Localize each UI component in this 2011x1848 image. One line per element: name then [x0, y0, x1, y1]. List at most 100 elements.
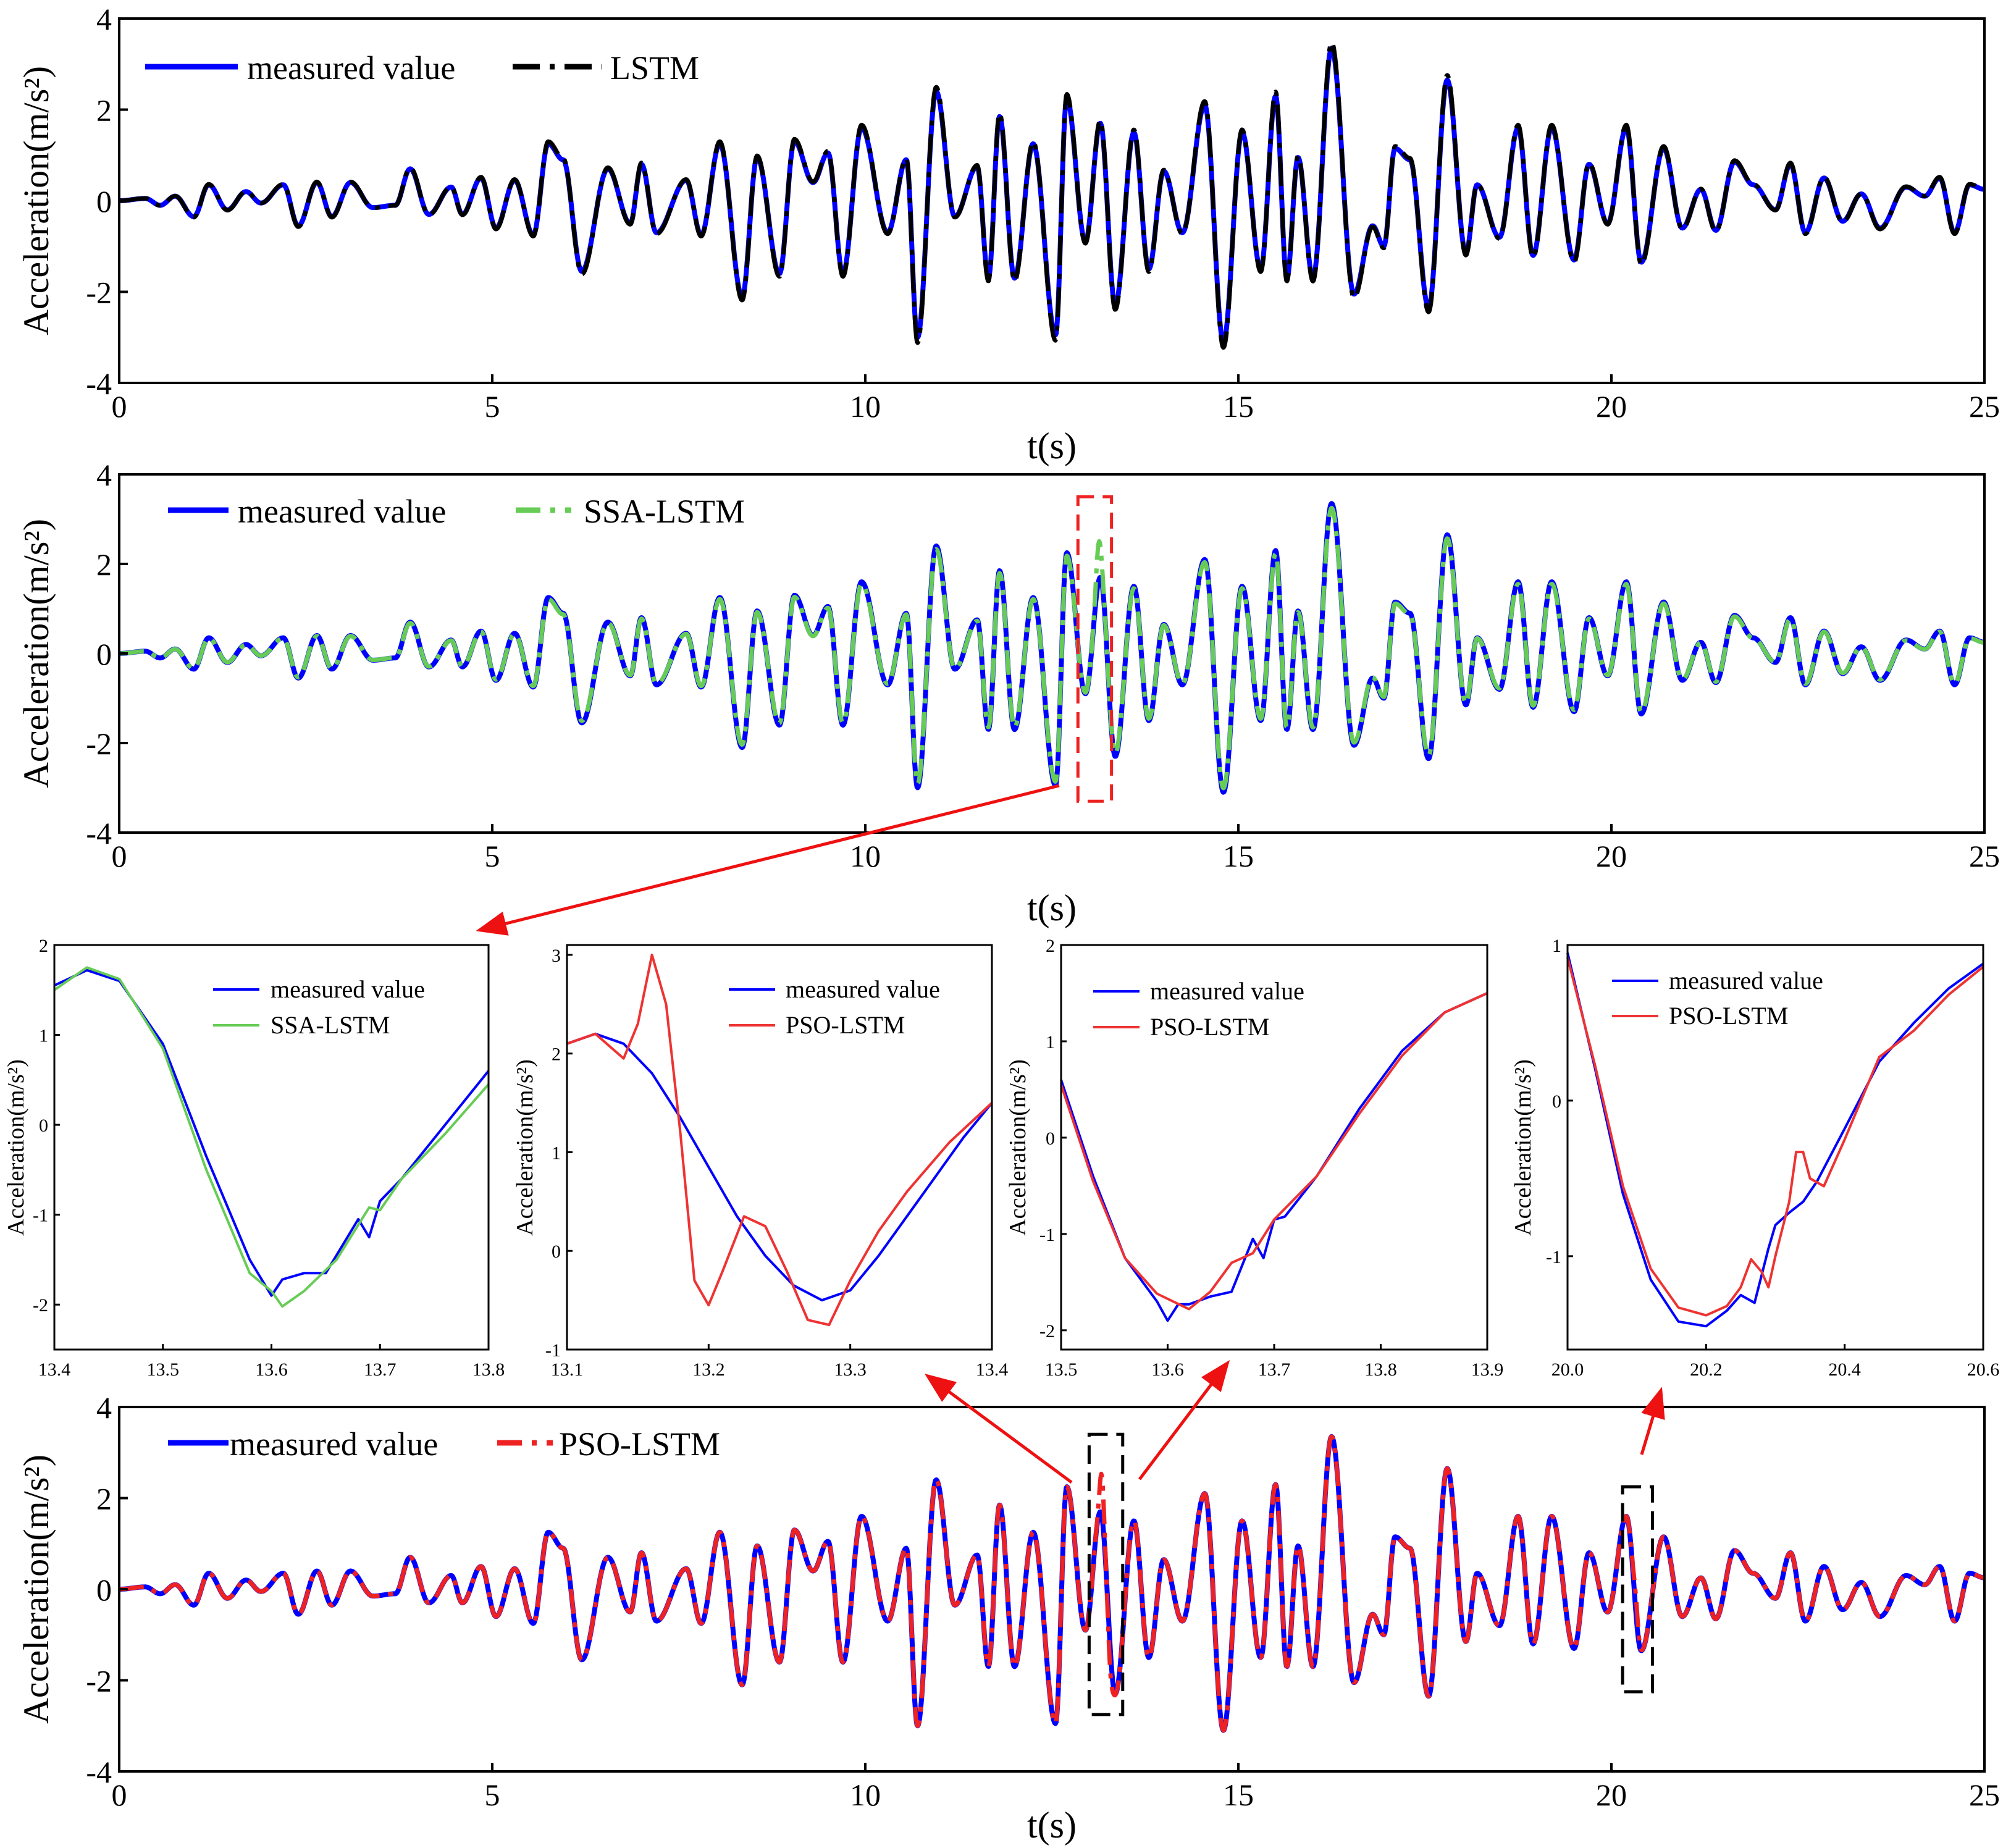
y-tick-label: -2 — [86, 726, 112, 761]
panel-lstm-yticks: -4 -2 0 2 4 — [86, 2, 128, 401]
legend-label-measured: measured value — [247, 49, 455, 86]
ssa-highlight-box — [1076, 495, 1114, 803]
x-tick-label: 13.5 — [1045, 1359, 1078, 1380]
y-tick-label: 1 — [1552, 936, 1561, 956]
panel-pso-plot — [117, 1434, 1986, 1733]
zoom-pso3-frame — [1566, 944, 1984, 1351]
zoom-pso2-plot — [1060, 992, 1488, 1322]
panel-ssa-plot — [117, 501, 1986, 795]
pso-highlight-box-1 — [1087, 1432, 1125, 1716]
y-tick-label: 0 — [96, 637, 112, 671]
legend-label-pso: PSO-LSTM — [559, 1426, 720, 1463]
zoom-ssa-frame — [53, 944, 490, 1351]
y-tick-label: 4 — [96, 1390, 112, 1425]
zoom-pso3-legend: measured value PSO-LSTM — [1612, 967, 1823, 1030]
pso-highlight-box-2 — [1621, 1485, 1654, 1694]
panel-ssa-ylabel: Acceleration(m/s²) — [16, 519, 56, 788]
zoom-pso2-frame — [1060, 944, 1488, 1351]
zoom-pso1-frame — [566, 944, 993, 1351]
y-tick-label: -2 — [86, 275, 112, 310]
series-prediction-line — [1060, 992, 1488, 1311]
series-prediction-line — [1566, 957, 1984, 1317]
zoom-ssa-yticks: -2 -1 0 1 2 — [33, 936, 60, 1316]
y-tick-label: 1 — [1046, 1032, 1055, 1052]
y-tick-label: -1 — [545, 1340, 561, 1361]
zoom-ssa-ylabel: Acceleration(m/s²) — [3, 1059, 29, 1236]
x-tick-label: 25 — [1969, 839, 2000, 873]
x-tick-label: 13.7 — [1258, 1359, 1291, 1380]
zoom-pso3-xticks: 20.0 20.2 20.4 20.6 — [1551, 1344, 1999, 1380]
y-tick-label: -4 — [86, 1755, 112, 1789]
legend-label-measured: measured value — [271, 975, 425, 1003]
x-tick-label: 25 — [1969, 389, 2000, 424]
x-tick-label: 5 — [485, 839, 500, 873]
panel-pso-legend: measured value PSO-LSTM — [168, 1426, 720, 1463]
panel-lstm-xlabel: t(s) — [1027, 426, 1077, 466]
y-tick-label: -4 — [86, 366, 112, 401]
legend-label-pso: PSO-LSTM — [1669, 1002, 1788, 1030]
x-tick-label: 10 — [850, 1778, 881, 1812]
y-tick-label: 0 — [552, 1241, 561, 1262]
legend-label-measured: measured value — [230, 1426, 438, 1463]
x-tick-label: 13.8 — [1364, 1359, 1397, 1380]
x-tick-label: 15 — [1223, 389, 1254, 424]
legend-label-measured: measured value — [1150, 977, 1304, 1005]
y-tick-label: 0 — [1046, 1128, 1055, 1149]
y-tick-label: 0 — [39, 1115, 48, 1136]
x-tick-label: 13.6 — [255, 1359, 288, 1380]
x-tick-label: 13.7 — [364, 1359, 397, 1380]
zoom-pso3-yticks: -1 0 1 — [1546, 936, 1573, 1267]
y-tick-label: 4 — [96, 458, 112, 492]
panel-ssa-xlabel: t(s) — [1027, 888, 1077, 928]
x-tick-label: 20 — [1596, 839, 1627, 873]
y-tick-label: -1 — [1546, 1247, 1561, 1267]
x-tick-label: 13.3 — [834, 1359, 867, 1380]
x-tick-label: 5 — [485, 389, 500, 424]
zoom-pso-13-1: 13.1 13.2 13.3 13.4 -1 0 1 2 3 Acceleration(m/s… — [512, 944, 1008, 1380]
x-tick-label: 13.8 — [472, 1359, 505, 1380]
zoom-pso1-plot — [566, 954, 993, 1327]
arrow-to-ssa-zoom — [476, 784, 1060, 936]
y-tick-label: 0 — [96, 1573, 112, 1607]
arrow-to-pso-zoom-2 — [1138, 1360, 1230, 1480]
y-tick-label: 1 — [39, 1026, 48, 1046]
panel-lstm: 0 5 10 15 20 25 -4 -2 0 2 4 t(s) Acceleration(m/s… — [16, 2, 2000, 466]
y-tick-label: -1 — [1039, 1225, 1055, 1245]
zoom-pso2-xticks: 13.5 13.6 13.7 13.8 13.9 — [1045, 1344, 1503, 1380]
panel-pso-yticks: -4 -2 0 2 4 — [86, 1390, 128, 1789]
series-prediction-line — [566, 954, 993, 1327]
zoom-pso2-legend: measured value PSO-LSTM — [1093, 977, 1304, 1041]
series-prediction-line — [117, 1434, 1986, 1733]
panel-ssa: 0 5 10 15 20 25 -4 -2 0 2 4 t(s) Acceleration(m/s… — [16, 458, 2000, 928]
zoom-ssa-plot — [53, 966, 490, 1308]
panel-lstm-legend: measured value LSTM — [145, 49, 699, 86]
y-tick-label: 2 — [1046, 936, 1055, 956]
zoom-pso-20-0: 20.0 20.2 20.4 20.6 -1 0 1 Acceleration(m/s²)… — [1510, 936, 1999, 1380]
x-tick-label: 20.2 — [1690, 1359, 1723, 1380]
zoom-pso-13-5: 13.5 13.6 13.7 13.8 13.9 -2 -1 0 1 2 Acceleratio… — [1005, 936, 1503, 1380]
panel-lstm-plot — [117, 40, 1986, 350]
zoom-pso1-xticks: 13.1 13.2 13.3 13.4 — [551, 1344, 1008, 1380]
series-prediction-line — [53, 966, 490, 1308]
x-tick-label: 13.2 — [692, 1359, 725, 1380]
y-tick-label: 2 — [96, 547, 112, 582]
zoom-pso2-yticks: -2 -1 0 1 2 — [1039, 936, 1067, 1342]
x-tick-label: 15 — [1223, 839, 1254, 873]
legend-label-ssa: SSA-LSTM — [584, 493, 745, 530]
zoom-ssa-xticks: 13.4 13.5 13.6 13.7 13.8 — [38, 1344, 505, 1380]
y-tick-label: 3 — [552, 946, 561, 966]
x-tick-label: 13.6 — [1151, 1359, 1184, 1380]
legend-label-measured: measured value — [1669, 967, 1823, 994]
series-prediction-line — [117, 40, 1986, 350]
panel-pso-xticks: 0 5 10 15 20 25 — [112, 1763, 2000, 1812]
zoom-pso3-plot — [1566, 952, 1984, 1328]
zoom-pso1-ylabel: Acceleration(m/s²) — [512, 1059, 538, 1236]
legend-label-lstm: LSTM — [610, 49, 699, 86]
y-tick-label: 2 — [552, 1044, 561, 1065]
x-tick-label: 0 — [112, 1778, 127, 1812]
legend-label-pso: PSO-LSTM — [786, 1011, 905, 1039]
panel-ssa-xticks: 0 5 10 15 20 25 — [112, 824, 2000, 873]
panel-ssa-yticks: -4 -2 0 2 4 — [86, 458, 128, 850]
x-tick-label: 13.5 — [147, 1359, 180, 1380]
